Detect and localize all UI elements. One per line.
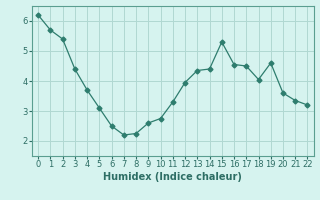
X-axis label: Humidex (Indice chaleur): Humidex (Indice chaleur) [103,172,242,182]
